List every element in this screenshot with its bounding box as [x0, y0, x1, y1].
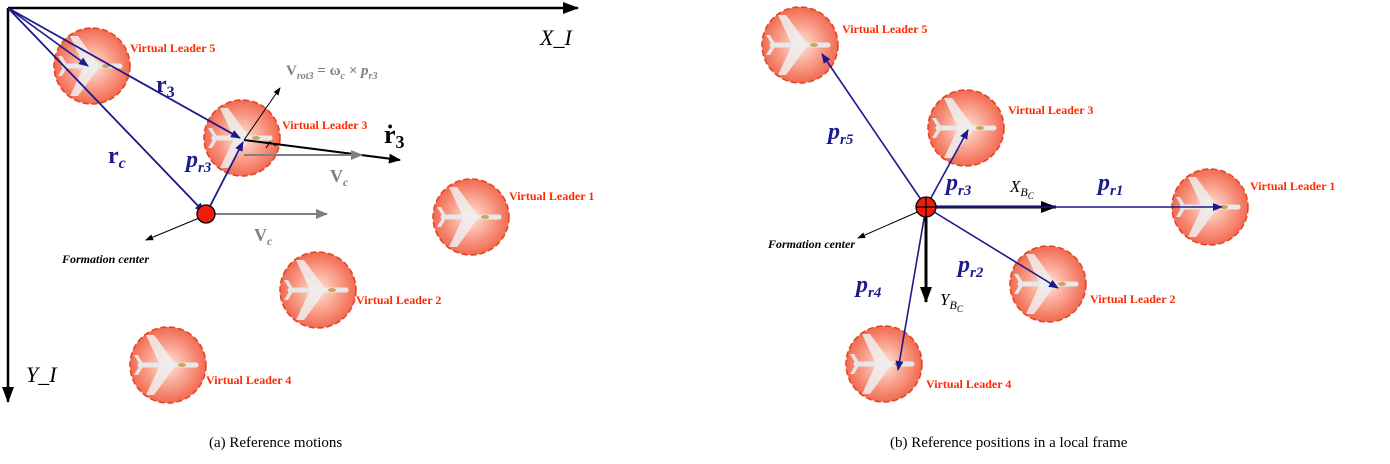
- label-vrot3: Vrot3 = ωc × pr3: [286, 63, 377, 82]
- vector-r5: [7, 7, 89, 67]
- vector-rdot3: [243, 139, 401, 164]
- label-pr4: pr4: [854, 272, 882, 301]
- label-rdot3: ṙ3: [384, 120, 405, 152]
- leader-label: Virtual Leader 3: [282, 118, 367, 132]
- caption-b: (b) Reference positions in a local frame: [890, 435, 1128, 451]
- leader-5: Virtual Leader 5: [53, 27, 215, 105]
- label-rc: rc: [108, 143, 126, 172]
- label-xbc: XBC: [1009, 177, 1035, 201]
- label-vc-lower: Vc: [254, 225, 273, 248]
- vector-rc: [7, 7, 205, 213]
- label-pr3-b: pr3: [944, 170, 972, 199]
- leader-label: Virtual Leader 1: [509, 189, 594, 203]
- leader-1: Virtual Leader 1: [432, 178, 594, 256]
- leader-label: Virtual Leader 4: [926, 377, 1011, 391]
- vector-pr3-b: [925, 129, 969, 208]
- leader-label: Virtual Leader 2: [356, 293, 441, 307]
- caption-a: (a) Reference motions: [209, 435, 342, 451]
- formation-center-label-b: Formation center: [767, 237, 855, 251]
- vector-pr2: [925, 206, 1059, 289]
- vector-pr4: [895, 206, 927, 371]
- formation-pointer-b: [857, 209, 923, 239]
- vector-vrot3: [243, 87, 281, 141]
- x-axis-label: X_I: [539, 25, 573, 50]
- panel-a: X_I Y_I Virtual Leader 5 Virtual Leader …: [2, 2, 594, 451]
- formation-pointer: [145, 215, 205, 241]
- leader-4: Virtual Leader 4: [129, 326, 291, 404]
- label-pr5: pr5: [826, 119, 854, 148]
- label-pr1: pr1: [1096, 170, 1123, 199]
- vector-pr5: [821, 53, 927, 208]
- vector-r3: [7, 7, 241, 139]
- label-r3: r3: [156, 72, 175, 101]
- leader-3-b: Virtual Leader 3: [927, 89, 1093, 167]
- label-vc-upper: Vc: [330, 166, 349, 189]
- leader-label: Virtual Leader 5: [130, 41, 215, 55]
- leader-5-b: Virtual Leader 5: [761, 6, 927, 84]
- leader-label: Virtual Leader 2: [1090, 292, 1175, 306]
- leader-2: Virtual Leader 2: [279, 251, 441, 329]
- label-ybc: YBC: [940, 290, 964, 314]
- leader-4-b: Virtual Leader 4: [845, 325, 1011, 403]
- vector-pr3: [205, 141, 244, 215]
- y-axis-label: Y_I: [26, 362, 58, 387]
- leader-3: Virtual Leader 3: [203, 99, 367, 177]
- label-pr3: pr3: [184, 147, 212, 176]
- leader-label: Virtual Leader 4: [206, 373, 291, 387]
- leader-label: Virtual Leader 3: [1008, 103, 1093, 117]
- leader-label: Virtual Leader 1: [1250, 179, 1335, 193]
- panel-b: Virtual Leader 5 Virtual Leader 3 Virtua…: [761, 6, 1335, 451]
- leader-label: Virtual Leader 5: [842, 22, 927, 36]
- leader-2-b: Virtual Leader 2: [1009, 245, 1175, 323]
- formation-center-dot: [196, 204, 216, 224]
- label-pr2: pr2: [956, 252, 984, 281]
- formation-center-label: Formation center: [61, 252, 149, 266]
